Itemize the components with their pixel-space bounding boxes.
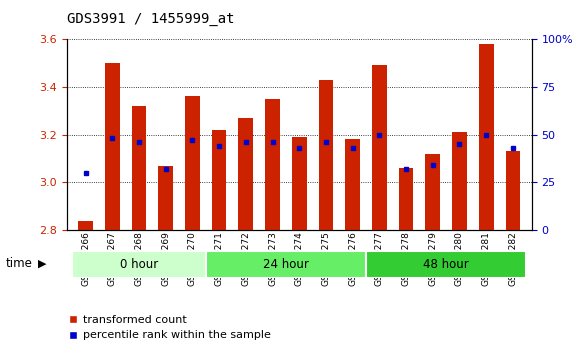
- Bar: [318, 80, 333, 230]
- Bar: [78, 221, 93, 230]
- Bar: [372, 65, 387, 230]
- Bar: [292, 137, 307, 230]
- Bar: [72, 251, 206, 278]
- Legend: transformed count, percentile rank within the sample: transformed count, percentile rank withi…: [64, 310, 275, 345]
- Text: time: time: [6, 257, 33, 270]
- Bar: [238, 118, 253, 230]
- Bar: [479, 44, 493, 230]
- Bar: [452, 132, 467, 230]
- Bar: [425, 154, 440, 230]
- Bar: [366, 251, 526, 278]
- Bar: [105, 63, 120, 230]
- Bar: [185, 96, 200, 230]
- Bar: [345, 139, 360, 230]
- Text: 48 hour: 48 hour: [424, 258, 469, 271]
- Bar: [211, 130, 227, 230]
- Bar: [131, 106, 146, 230]
- Bar: [265, 99, 280, 230]
- Bar: [505, 151, 520, 230]
- Bar: [158, 166, 173, 230]
- Text: 24 hour: 24 hour: [263, 258, 309, 271]
- Bar: [399, 168, 414, 230]
- Text: ▶: ▶: [38, 259, 46, 269]
- Bar: [206, 251, 366, 278]
- Text: 0 hour: 0 hour: [120, 258, 158, 271]
- Text: GDS3991 / 1455999_at: GDS3991 / 1455999_at: [67, 12, 234, 27]
